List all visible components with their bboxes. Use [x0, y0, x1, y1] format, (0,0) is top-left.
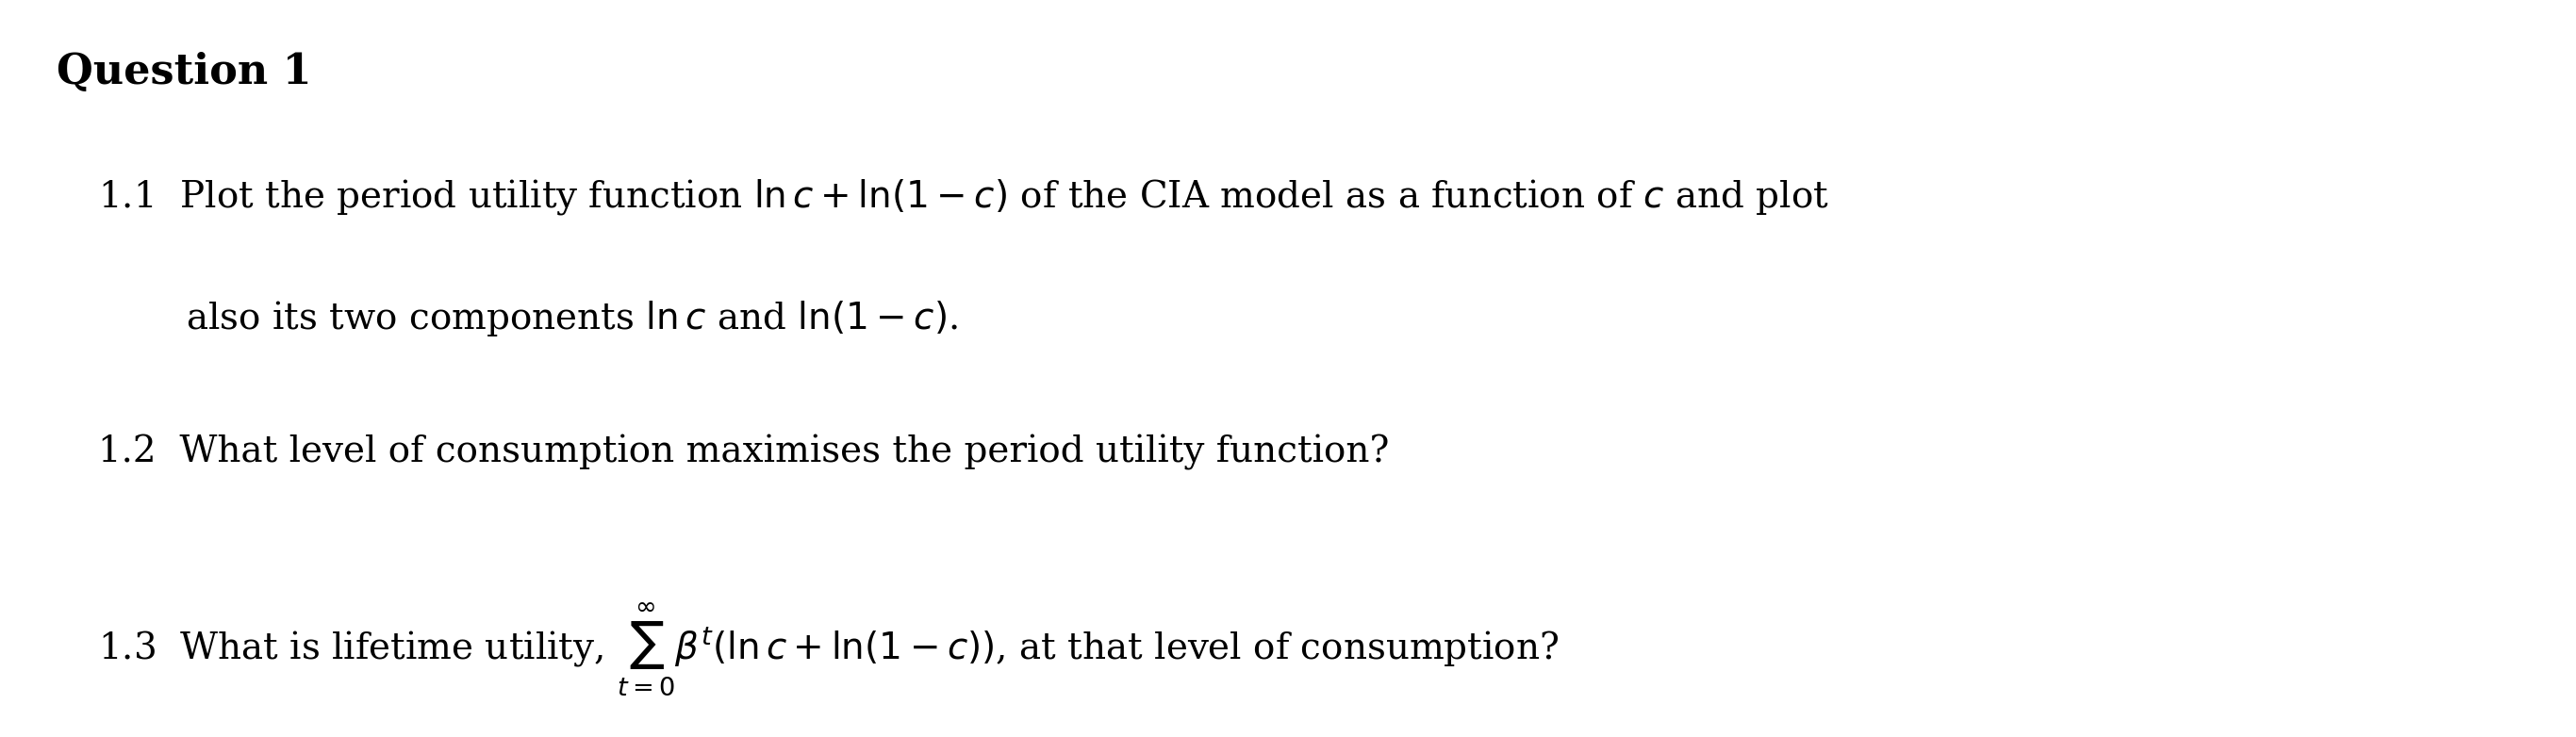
Text: 1.2  What level of consumption maximises the period utility function?: 1.2 What level of consumption maximises …	[98, 435, 1388, 471]
Text: 1.1  Plot the period utility function $\mathrm{ln}\, c + \mathrm{ln}(1-c)$ of th: 1.1 Plot the period utility function $\m…	[98, 177, 1829, 217]
Text: Question 1: Question 1	[57, 52, 312, 92]
Text: also its two components $\mathrm{ln}\, c$ and $\mathrm{ln}(1-c)$.: also its two components $\mathrm{ln}\, c…	[185, 298, 958, 338]
Text: 1.3  What is lifetime utility, $\sum_{t=0}^{\infty} \beta^t (\mathrm{ln}\, c + \: 1.3 What is lifetime utility, $\sum_{t=0…	[98, 601, 1558, 698]
